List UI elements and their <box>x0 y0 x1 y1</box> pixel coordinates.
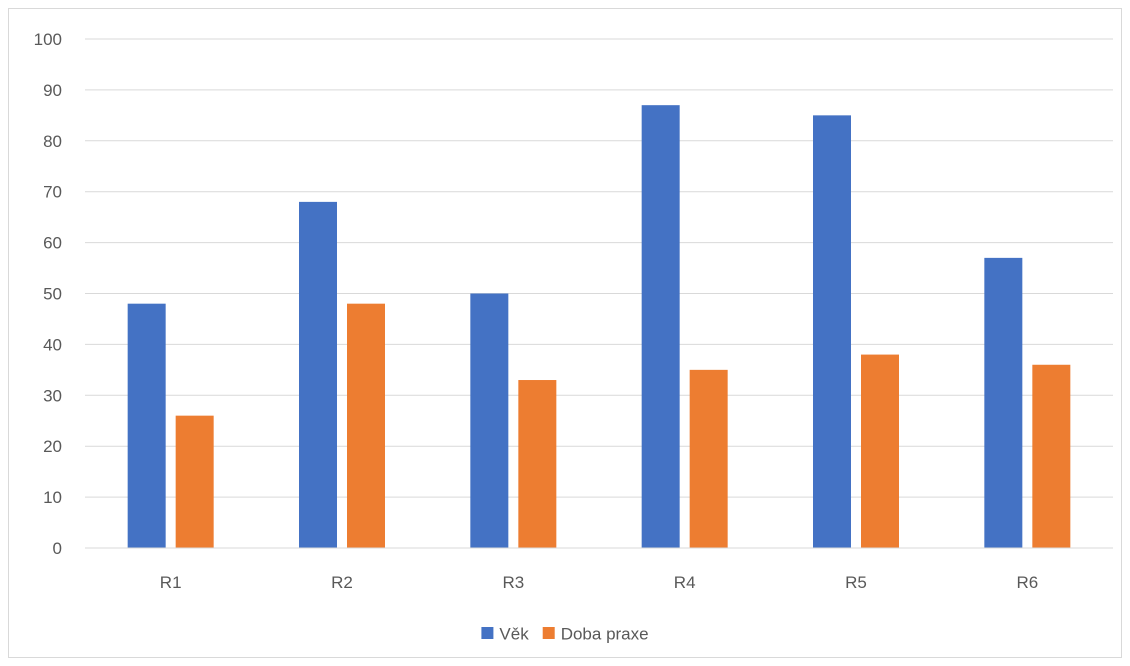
y-tick-label: 50 <box>43 285 62 304</box>
chart-frame <box>8 8 1122 658</box>
legend-swatch <box>542 627 555 639</box>
x-tick-label: R1 <box>160 573 182 592</box>
y-tick-label: 40 <box>43 335 62 354</box>
y-tick-label: 20 <box>43 437 62 456</box>
bars <box>127 105 1071 549</box>
bar-r4-series-2 <box>689 369 728 548</box>
y-tick-label: 0 <box>53 539 62 558</box>
bar-r1-series-1 <box>127 303 166 548</box>
legend-label: Doba praxe <box>561 625 649 644</box>
bar-r4-series-1 <box>641 105 680 549</box>
x-tick-label: R3 <box>502 573 524 592</box>
gridlines <box>85 38 1113 498</box>
bar-r5-series-2 <box>861 354 899 548</box>
bar-r6-series-1 <box>984 257 1023 548</box>
legend-swatch <box>481 627 494 639</box>
bar-r2-series-1 <box>299 201 337 548</box>
legend: Věk Doba praxe <box>481 625 649 644</box>
x-tick-label: R4 <box>674 573 696 592</box>
bar-r3-series-2 <box>518 380 557 548</box>
bar-r5-series-1 <box>813 115 851 548</box>
bar-r2-series-2 <box>347 303 385 548</box>
y-tick-label: 90 <box>43 81 62 100</box>
y-tick-label: 10 <box>43 488 62 507</box>
y-axis: 0 10 20 30 40 50 60 70 80 90 100 <box>34 30 62 558</box>
x-tick-label: R2 <box>331 573 353 592</box>
y-tick-label: 30 <box>43 386 62 405</box>
bar-r6-series-2 <box>1032 364 1071 548</box>
y-tick-label: 70 <box>43 183 62 202</box>
y-tick-label: 80 <box>43 132 62 151</box>
y-tick-label: 100 <box>34 30 62 49</box>
bar-r3-series-1 <box>470 293 509 548</box>
legend-label: Věk <box>499 625 529 644</box>
bar-r1-series-2 <box>175 415 214 548</box>
y-tick-label: 60 <box>43 234 62 253</box>
x-tick-label: R5 <box>845 573 867 592</box>
x-tick-label: R6 <box>1016 573 1038 592</box>
x-axis: R1 R2 R3 R4 R5 R6 <box>85 547 1113 592</box>
